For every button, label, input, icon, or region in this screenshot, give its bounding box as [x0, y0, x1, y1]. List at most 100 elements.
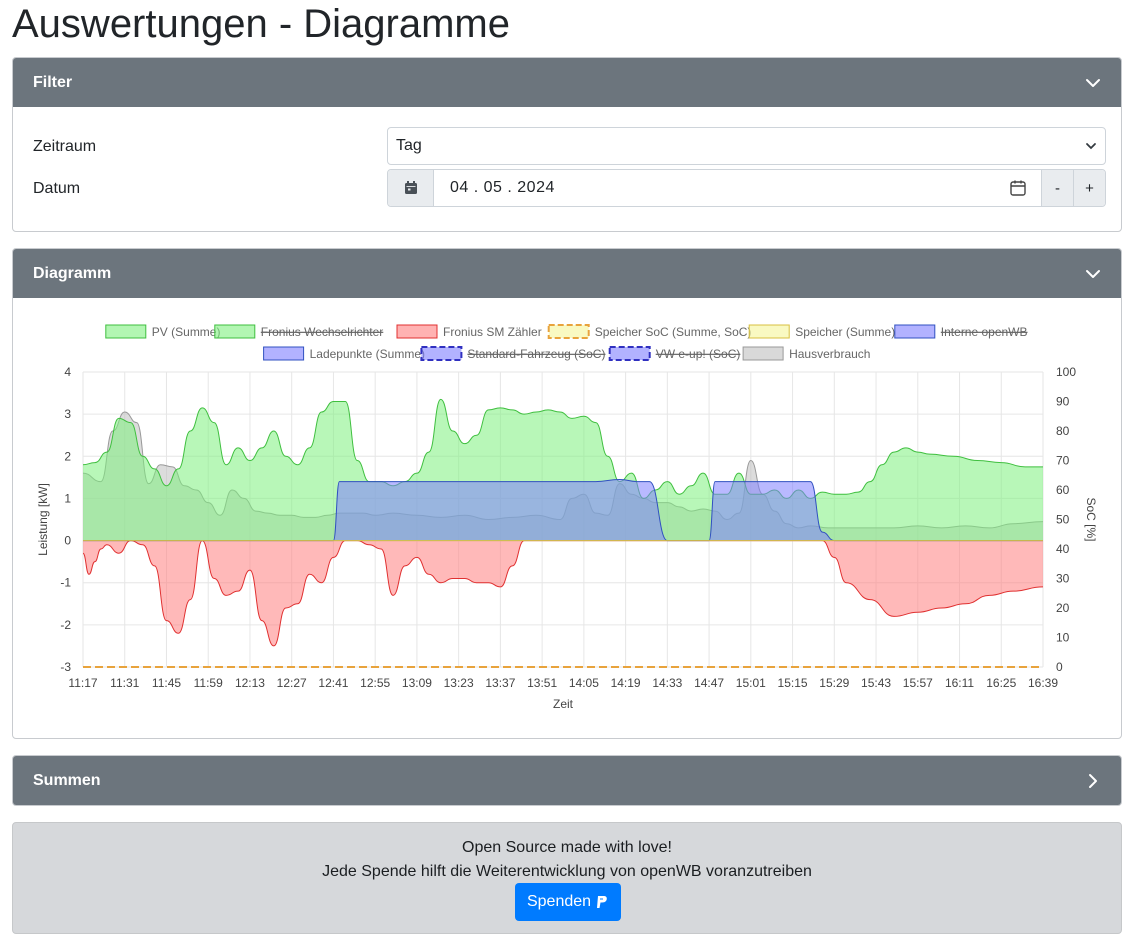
- legend-swatch: [748, 324, 790, 339]
- datum-input-group: 04 . 05 . 2024 - +: [387, 169, 1106, 207]
- page-title: Auswertungen - Diagramme: [12, 2, 510, 46]
- date-minus-button[interactable]: -: [1041, 170, 1073, 206]
- filter-header-label: Filter: [33, 73, 73, 91]
- datum-field[interactable]: 04 . 05 . 2024: [434, 170, 1041, 206]
- legend-label: Speicher SoC (Summe, SoC): [595, 325, 752, 339]
- paypal-icon: [597, 896, 607, 908]
- legend-item[interactable]: Speicher (Summe): [748, 324, 895, 339]
- x-tick-label: 16:25: [986, 676, 1016, 690]
- calendar-picker-icon[interactable]: [1009, 179, 1027, 197]
- series-area-ladepunkte-summe: [83, 479, 1043, 541]
- x-tick-label: 14:33: [652, 676, 682, 690]
- y-tick-label: -3: [60, 660, 71, 674]
- summen-header-label: Summen: [33, 771, 101, 789]
- legend-item[interactable]: Ladepunkte (Summe): [263, 346, 425, 361]
- x-tick-label: 14:19: [611, 676, 641, 690]
- datum-label: Datum: [33, 180, 81, 197]
- legend-label: Interne openWB: [941, 325, 1028, 339]
- y2-tick-label: 80: [1056, 424, 1070, 438]
- x-tick-label: 16:39: [1028, 676, 1058, 690]
- calendar-icon: [388, 170, 434, 206]
- diagram-card: Diagramm 4 3 2 1 0 -1 -2 -3 100 90 80 70 60 50 40 30 20 1…: [12, 248, 1122, 739]
- x-tick-label: 12:41: [318, 676, 348, 690]
- y-tick-label: 3: [64, 407, 71, 421]
- legend-item[interactable]: Fronius Wechselrichter: [214, 324, 383, 339]
- y-tick-label: 2: [64, 449, 71, 463]
- diagram-header[interactable]: Diagramm: [13, 249, 1121, 298]
- legend-swatch: [214, 324, 256, 339]
- legend-swatch: [420, 346, 463, 361]
- filter-header[interactable]: Filter: [13, 58, 1121, 107]
- x-tick-label: 11:17: [68, 676, 97, 690]
- filter-card: Filter Zeitraum Tag Datum 04 . 05 . 2024…: [12, 57, 1122, 232]
- y2-tick-label: 90: [1056, 395, 1070, 409]
- donate-button[interactable]: Spenden: [515, 883, 621, 921]
- legend-item[interactable]: Standard-Fahrzeug (SoC): [420, 346, 605, 361]
- y-tick-label: -2: [60, 618, 71, 632]
- legend-label: Hausverbrauch: [789, 347, 870, 361]
- chevron-right-icon[interactable]: [1085, 773, 1101, 789]
- series-area-fronius-sm-z-hler: [83, 540, 1043, 646]
- y2-tick-label: 70: [1056, 454, 1070, 468]
- donate-label: Spenden: [526, 893, 592, 910]
- chevron-down-icon: [1086, 143, 1096, 150]
- legend-label: Fronius Wechselrichter: [261, 325, 383, 339]
- y-tick-label: 4: [64, 365, 71, 379]
- y2-tick-label: 20: [1056, 601, 1070, 615]
- summen-header[interactable]: Summen: [13, 756, 1121, 805]
- y2-tick-label: 10: [1056, 631, 1070, 645]
- x-tick-label: 14:47: [694, 676, 724, 690]
- legend-label: Ladepunkte (Summe): [310, 347, 425, 361]
- x-tick-label: 15:01: [736, 676, 766, 690]
- series-line-ladepunkte-summe: [83, 478, 1043, 542]
- legend-swatch: [547, 324, 590, 339]
- x-tick-label: 14:05: [569, 676, 599, 690]
- x-tick-label: 11:31: [110, 676, 139, 690]
- y-axis-label: Leistung [kW]: [36, 483, 50, 556]
- y-tick-label: -1: [60, 576, 71, 590]
- date-plus-button[interactable]: +: [1073, 170, 1105, 206]
- y2-tick-label: 60: [1056, 483, 1070, 497]
- legend-item[interactable]: PV (Summe): [105, 324, 221, 339]
- y2-tick-label: 0: [1056, 660, 1063, 674]
- legend-item[interactable]: Hausverbrauch: [742, 346, 870, 361]
- y-tick-label: 1: [64, 491, 71, 505]
- zeitraum-select[interactable]: Tag: [387, 127, 1106, 165]
- legend-label: Standard-Fahrzeug (SoC): [467, 347, 605, 361]
- chevron-down-icon[interactable]: [1085, 266, 1101, 282]
- footer-line2: Jede Spende hilft die Weiterentwicklung …: [322, 863, 812, 880]
- zeitraum-label: Zeitraum: [33, 138, 97, 155]
- x-tick-label: 16:11: [945, 676, 974, 690]
- x-tick-label: 11:45: [152, 676, 181, 690]
- datum-value: 04 . 05 . 2024: [450, 179, 555, 196]
- x-tick-label: 11:59: [194, 676, 223, 690]
- legend-label: Speicher (Summe): [795, 325, 895, 339]
- y2-tick-label: 50: [1056, 513, 1070, 527]
- legend-label: PV (Summe): [152, 325, 221, 339]
- y2-axis-label: SoC [%]: [1084, 497, 1098, 541]
- legend-swatch: [894, 324, 936, 339]
- legend-swatch: [105, 324, 147, 339]
- y2-tick-label: 100: [1056, 365, 1076, 379]
- chevron-down-icon[interactable]: [1085, 75, 1101, 91]
- x-tick-label: 12:55: [360, 676, 390, 690]
- legend-item[interactable]: Speicher SoC (Summe, SoC): [547, 324, 752, 339]
- legend-swatch: [263, 346, 305, 361]
- diagram-header-label: Diagramm: [33, 264, 112, 282]
- x-tick-label: 15:57: [903, 676, 933, 690]
- x-tick-label: 12:27: [277, 676, 307, 690]
- x-tick-label: 15:43: [861, 676, 891, 690]
- legend-item[interactable]: Fronius SM Zähler: [396, 324, 542, 339]
- x-axis-label: Zeit: [553, 697, 574, 711]
- x-tick-label: 13:09: [402, 676, 432, 690]
- series-line-pv-summe: [82, 398, 1043, 499]
- legend-item[interactable]: VW e-up! (SoC): [608, 346, 741, 361]
- zeitraum-select-value: Tag: [396, 137, 422, 154]
- x-tick-label: 13:51: [527, 676, 557, 690]
- legend-label: VW e-up! (SoC): [656, 347, 741, 361]
- x-tick-label: 15:29: [819, 676, 849, 690]
- legend-item[interactable]: Interne openWB: [894, 324, 1028, 339]
- legend-label: Fronius SM Zähler: [443, 325, 542, 339]
- x-tick-label: 12:13: [235, 676, 265, 690]
